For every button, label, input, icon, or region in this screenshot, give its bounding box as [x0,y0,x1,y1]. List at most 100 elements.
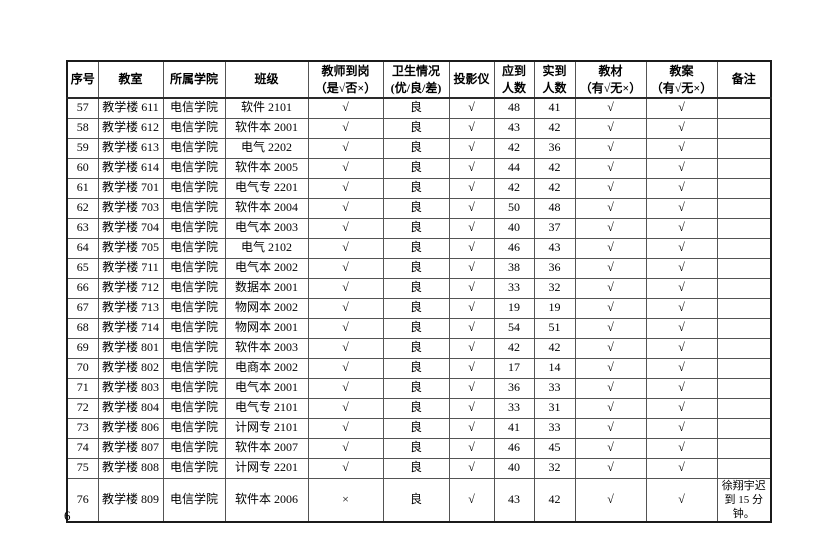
table-row-57: 57 教学楼 611 电信学院 软件 2101 √ 良 √ 48 41 √ √ [66,97,772,119]
cell-remark [716,437,772,459]
cell-textbook: √ [574,237,647,259]
page-number: 6 [64,508,71,523]
cell-college: 电信学院 [162,157,226,179]
cell-seq: 58 [66,117,99,139]
cell-actual: 45 [533,437,576,459]
table-row-65: 65 教学楼 711 电信学院 电气本 2002 √ 良 √ 38 36 √ √ [66,257,772,279]
cell-hygiene: 良 [382,377,450,399]
cell-remark [716,457,772,479]
cell-textbook: √ [574,197,647,219]
column-header-expected: 应到 人数 [493,60,535,99]
cell-actual: 36 [533,257,576,279]
cell-plan: √ [645,437,718,459]
cell-plan: √ [645,337,718,359]
cell-class: 计网专 2101 [224,417,309,439]
cell-room: 教学楼 704 [97,217,164,239]
cell-projector: √ [448,297,495,319]
cell-actual: 19 [533,297,576,319]
cell-seq: 61 [66,177,99,199]
cell-seq: 73 [66,417,99,439]
cell-teacher: √ [307,177,384,199]
cell-college: 电信学院 [162,257,226,279]
cell-expected: 48 [493,97,535,119]
cell-expected: 33 [493,397,535,419]
cell-hygiene: 良 [382,297,450,319]
table-row-61: 61 教学楼 701 电信学院 电气专 2201 √ 良 √ 42 42 √ √ [66,177,772,199]
cell-textbook: √ [574,477,647,523]
cell-remark [716,397,772,419]
cell-room: 教学楼 612 [97,117,164,139]
cell-remark [716,117,772,139]
cell-projector: √ [448,457,495,479]
cell-expected: 46 [493,237,535,259]
cell-room: 教学楼 705 [97,237,164,259]
cell-projector: √ [448,397,495,419]
cell-plan: √ [645,257,718,279]
cell-projector: √ [448,417,495,439]
cell-expected: 46 [493,437,535,459]
cell-remark [716,257,772,279]
cell-plan: √ [645,417,718,439]
cell-seq: 75 [66,457,99,479]
cell-remark [716,97,772,119]
cell-teacher: √ [307,397,384,419]
cell-room: 教学楼 703 [97,197,164,219]
cell-class: 物网本 2002 [224,297,309,319]
cell-projector: √ [448,437,495,459]
cell-hygiene: 良 [382,117,450,139]
cell-textbook: √ [574,277,647,299]
cell-room: 教学楼 711 [97,257,164,279]
table-row-62: 62 教学楼 703 电信学院 软件本 2004 √ 良 √ 50 48 √ √ [66,197,772,219]
cell-teacher: √ [307,237,384,259]
cell-college: 电信学院 [162,477,226,523]
cell-class: 软件本 2003 [224,337,309,359]
cell-remark [716,377,772,399]
cell-teacher: √ [307,297,384,319]
cell-plan: √ [645,177,718,199]
cell-projector: √ [448,217,495,239]
column-header-room: 教室 [97,60,164,99]
cell-expected: 54 [493,317,535,339]
cell-hygiene: 良 [382,217,450,239]
table-row-68: 68 教学楼 714 电信学院 物网本 2001 √ 良 √ 54 51 √ √ [66,317,772,339]
cell-hygiene: 良 [382,277,450,299]
cell-projector: √ [448,157,495,179]
cell-plan: √ [645,357,718,379]
cell-hygiene: 良 [382,337,450,359]
cell-room: 教学楼 713 [97,297,164,319]
cell-class: 电商本 2002 [224,357,309,379]
cell-seq: 68 [66,317,99,339]
cell-textbook: √ [574,317,647,339]
table-row-60: 60 教学楼 614 电信学院 软件本 2005 √ 良 √ 44 42 √ √ [66,157,772,179]
cell-remark [716,177,772,199]
cell-projector: √ [448,477,495,523]
cell-plan: √ [645,197,718,219]
cell-seq: 62 [66,197,99,219]
cell-expected: 19 [493,297,535,319]
cell-projector: √ [448,357,495,379]
cell-teacher: √ [307,197,384,219]
cell-actual: 32 [533,457,576,479]
cell-projector: √ [448,177,495,199]
cell-plan: √ [645,217,718,239]
cell-textbook: √ [574,97,647,119]
cell-class: 计网专 2201 [224,457,309,479]
cell-actual: 36 [533,137,576,159]
cell-seq: 76 [66,477,99,523]
cell-remark [716,317,772,339]
cell-room: 教学楼 714 [97,317,164,339]
cell-room: 教学楼 801 [97,337,164,359]
table-row-69: 69 教学楼 801 电信学院 软件本 2003 √ 良 √ 42 42 √ √ [66,337,772,359]
cell-seq: 72 [66,397,99,419]
cell-remark [716,357,772,379]
cell-room: 教学楼 807 [97,437,164,459]
cell-actual: 51 [533,317,576,339]
cell-college: 电信学院 [162,237,226,259]
cell-expected: 43 [493,117,535,139]
cell-actual: 14 [533,357,576,379]
cell-actual: 31 [533,397,576,419]
cell-plan: √ [645,477,718,523]
cell-plan: √ [645,277,718,299]
cell-college: 电信学院 [162,417,226,439]
cell-plan: √ [645,137,718,159]
